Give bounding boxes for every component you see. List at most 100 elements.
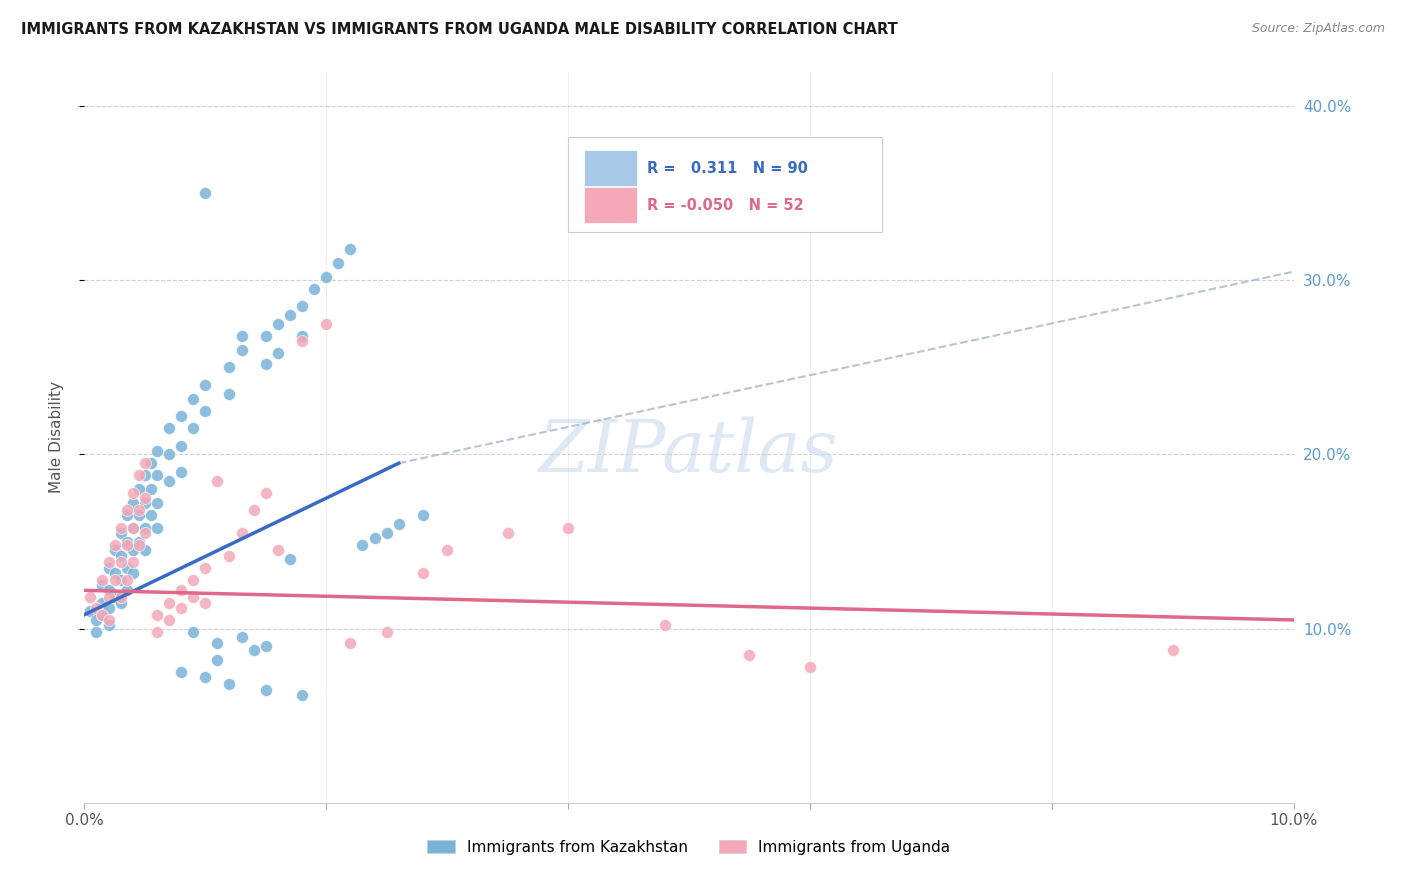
Point [146,496,169,510]
Point [328,256,350,270]
Point [110,591,132,605]
Point [157,474,180,488]
Point [170,409,193,424]
Point [134,468,156,483]
Point [121,521,143,535]
Point [128,468,150,483]
Point [110,595,132,609]
Text: R = -0.050   N = 52: R = -0.050 N = 52 [647,198,803,212]
Point [115,573,138,587]
FancyBboxPatch shape [583,151,637,186]
Point [218,549,240,563]
Point [86,600,108,615]
Point [207,474,229,488]
Text: IMMIGRANTS FROM KAZAKHSTAN VS IMMIGRANTS FROM UGANDA MALE DISABILITY CORRELATION: IMMIGRANTS FROM KAZAKHSTAN VS IMMIGRANTS… [21,22,898,37]
Point [194,186,217,201]
Point [115,583,138,598]
Point [375,625,398,640]
Point [170,465,193,479]
Point [157,595,180,609]
Point [375,525,398,540]
Point [231,631,253,645]
Point [436,543,458,558]
Point [134,543,156,558]
Point [139,508,162,523]
Text: ZIPatlas: ZIPatlas [538,417,839,487]
Point [115,503,138,517]
Point [115,538,138,552]
Point [218,677,240,691]
Point [194,670,217,684]
Point [231,329,253,343]
Point [91,607,114,622]
Point [278,308,301,322]
Point [181,625,204,640]
Point [291,334,314,349]
Point [1161,642,1184,657]
Point [91,607,114,622]
Point [242,503,264,517]
Point [218,386,240,401]
Point [97,618,120,632]
Text: Source: ZipAtlas.com: Source: ZipAtlas.com [1251,22,1385,36]
Point [146,444,169,458]
Point [170,439,193,453]
Point [128,534,150,549]
Point [128,503,150,517]
Point [254,357,277,371]
Point [121,556,143,570]
Point [291,688,314,702]
Point [254,682,277,697]
Point [339,635,361,649]
Point [231,343,253,357]
Point [79,591,101,605]
Point [104,543,127,558]
Point [231,525,253,540]
Y-axis label: Male Disability: Male Disability [49,381,63,493]
Point [146,625,169,640]
Point [121,496,143,510]
Point [91,578,114,592]
Point [254,329,277,343]
Point [104,591,127,605]
Point [121,521,143,535]
Point [91,595,114,609]
Point [139,456,162,470]
Point [363,531,385,545]
Point [412,566,434,580]
Point [97,560,120,574]
Point [121,566,143,580]
FancyBboxPatch shape [568,137,883,232]
Point [134,456,156,470]
Point [86,613,108,627]
Point [170,600,193,615]
Point [654,618,676,632]
Point [157,613,180,627]
Point [104,538,127,552]
Point [170,583,193,598]
Point [146,607,169,622]
Point [181,591,204,605]
Point [254,639,277,653]
Point [134,491,156,505]
Point [97,600,120,615]
Point [104,573,127,587]
Point [157,421,180,435]
Point [146,521,169,535]
Point [115,508,138,523]
Point [128,483,150,497]
Point [128,508,150,523]
Point [104,566,127,580]
Point [157,448,180,462]
Point [79,604,101,618]
Point [267,346,290,360]
Point [496,525,519,540]
Point [121,543,143,558]
Point [218,360,240,375]
Point [134,496,156,510]
Point [291,329,314,343]
Point [291,300,314,314]
Point [194,404,217,418]
Point [91,573,114,587]
Point [121,485,143,500]
